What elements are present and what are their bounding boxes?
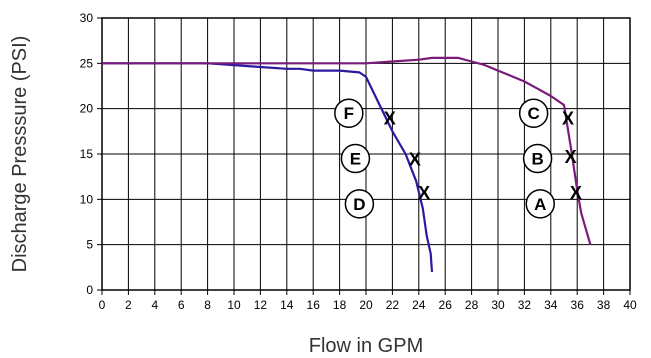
curve-label-c: C	[518, 98, 549, 128]
x-marker: X	[565, 147, 577, 167]
x-tick-label: 14	[280, 298, 294, 312]
label-circle	[344, 189, 375, 219]
x-tick-label: 28	[465, 298, 479, 312]
y-tick-label: 10	[80, 192, 94, 206]
curve-labels: F E D C B A	[334, 98, 555, 219]
x-marker: X	[418, 183, 430, 203]
label-letter: C	[527, 104, 539, 123]
curve-label-a: A	[525, 189, 555, 219]
x-marker: X	[570, 183, 582, 203]
x-tick-label: 40	[623, 298, 637, 312]
y-axis-ticks: 0 5 10 15 20 25 30	[80, 11, 102, 297]
x-marker: X	[409, 150, 421, 170]
x-tick-label: 36	[571, 298, 585, 312]
x-tick-label: 26	[439, 298, 453, 312]
x-tick-label: 0	[99, 298, 106, 312]
x-tick-label: 4	[151, 298, 158, 312]
y-tick-label: 25	[80, 56, 94, 70]
curve-label-f: F	[334, 98, 364, 128]
x-tick-label: 2	[125, 298, 132, 312]
x-tick-label: 8	[204, 298, 211, 312]
x-tick-label: 20	[359, 298, 373, 312]
label-circle	[334, 98, 364, 128]
x-tick-label: 18	[333, 298, 347, 312]
x-tick-label: 32	[518, 298, 532, 312]
y-tick-label: 5	[86, 238, 93, 252]
y-tick-label: 15	[80, 147, 94, 161]
x-axis-ticks: 0 2 4 6 8 10 12 14 16 18 20 22 24 26 28 30 32 34 36 38 40	[99, 290, 637, 312]
series-lines	[102, 56, 592, 272]
label-circle	[518, 98, 549, 128]
x-tick-label: 34	[544, 298, 558, 312]
x-marker: X	[384, 109, 396, 129]
curve-label-b: B	[522, 143, 553, 174]
curve-label-d: D	[344, 189, 375, 219]
x-tick-label: 24	[412, 298, 426, 312]
x-axis-title: Flow in GPM	[309, 335, 423, 357]
y-tick-label: 0	[86, 283, 93, 297]
y-tick-label: 30	[80, 11, 94, 25]
label-circle	[522, 143, 553, 174]
x-tick-label: 12	[254, 298, 268, 312]
label-letter: F	[344, 104, 354, 123]
x-tick-label: 6	[178, 298, 185, 312]
series-line-2	[102, 56, 592, 246]
x-tick-label: 22	[386, 298, 400, 312]
x-marker: X	[562, 109, 574, 129]
x-tick-label: 30	[491, 298, 505, 312]
series-line-1	[102, 62, 434, 272]
x-tick-label: 38	[597, 298, 611, 312]
label-letter: E	[350, 150, 361, 169]
x-tick-label: 10	[227, 298, 241, 312]
y-axis-title: Discharge Presssure (PSI)	[9, 36, 31, 273]
y-tick-label: 20	[80, 102, 94, 116]
x-tick-label: 16	[307, 298, 321, 312]
label-circle	[340, 143, 371, 174]
label-circle	[525, 189, 555, 219]
curve-label-e: E	[340, 143, 371, 174]
label-letter: A	[534, 195, 546, 214]
label-letter: D	[353, 195, 365, 214]
label-letter: B	[531, 150, 543, 169]
